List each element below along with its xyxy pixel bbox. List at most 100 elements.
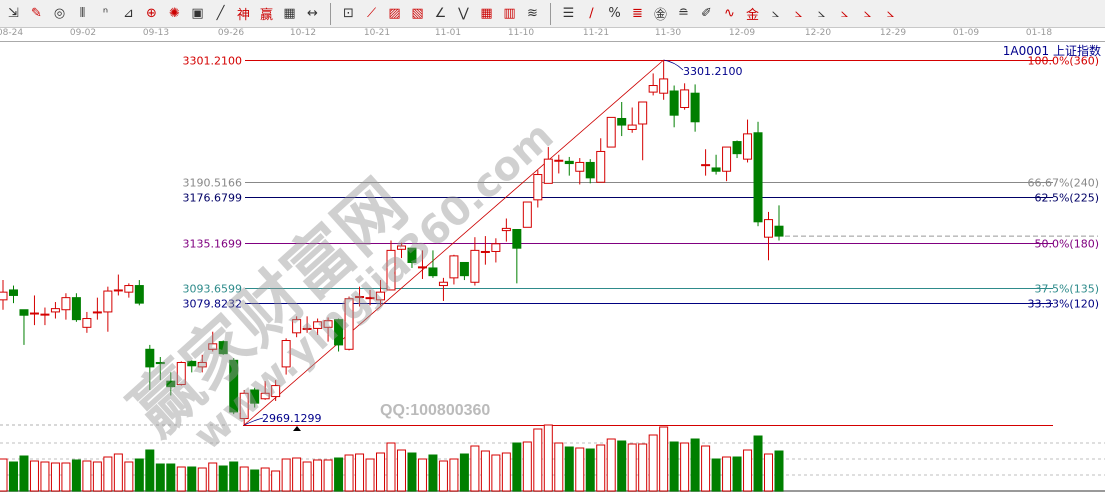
ruler-icon[interactable]: ☰: [562, 6, 575, 21]
range-measure-icon[interactable]: ↔: [307, 6, 318, 21]
gold-levels-icon[interactable]: ≘: [678, 6, 689, 21]
candle-down: [155, 361, 165, 365]
cursor-icon[interactable]: ⇲: [8, 6, 19, 21]
volume-bar: [501, 452, 511, 492]
speed-angle-icon[interactable]: ⊿: [123, 6, 134, 21]
volume-bar: [753, 435, 763, 492]
grid-box-icon[interactable]: ▥: [503, 6, 516, 21]
win-fan-icon[interactable]: ⦣: [863, 6, 872, 21]
gann-box-icon[interactable]: ▨: [388, 6, 401, 21]
volume-bar: [585, 448, 595, 492]
trend-line: [243, 59, 664, 426]
volume-bar: [690, 438, 700, 492]
drawing-toolbar: ⇲ ✎ ◎ ⫴ ⁿ ⊿ ⊕ ✺ ▣ ╱ 神赢 ▦ ↔ ⊡ ⟋ ▨ ▧ ∠ ⋁ ▦ ▥ ≋ ☰ ∕% ≣ ㊎ ≘ ✐ ∿ 金 ⦣ ⦣ ⦣ ⦣ ⦣ ⦣: [0, 0, 1105, 28]
candle-up: [260, 392, 270, 400]
candle-up: [302, 327, 312, 330]
volume-bar: [8, 461, 18, 492]
candle-up: [344, 298, 354, 350]
date-tick: 09-02: [69, 28, 97, 38]
volume-bar: [459, 453, 469, 492]
text-mark-icon[interactable]: 神: [236, 8, 250, 23]
volume-bar: [250, 469, 260, 492]
volume-bar: [543, 424, 553, 492]
volume-bar: [564, 446, 574, 492]
grid-red-icon[interactable]: ▦: [480, 6, 493, 21]
date-tick: 09-13: [142, 28, 170, 38]
fib-price-label: 3093.6599: [183, 283, 243, 296]
parallel-lines-icon[interactable]: ⫴: [79, 6, 86, 21]
volume-bar: [533, 428, 543, 492]
volume-bar: [134, 458, 144, 492]
volume-bar: [512, 442, 522, 492]
date-tick: 01-09: [952, 28, 980, 38]
cycle-icon[interactable]: ◎: [53, 6, 66, 21]
zigzag-icon[interactable]: ⋁: [458, 6, 469, 21]
candle-up: [0, 291, 8, 301]
wave-icon[interactable]: ∿: [724, 6, 735, 21]
volume-bar: [355, 453, 365, 492]
volume-bar: [648, 434, 658, 492]
volume-bar: [92, 461, 102, 492]
channel-icon[interactable]: ≋: [527, 6, 538, 21]
candle-up: [501, 227, 511, 232]
volume-bar: [554, 442, 564, 492]
square-grid-icon[interactable]: ▣: [191, 6, 204, 21]
candle-up: [680, 89, 690, 108]
candle-up: [61, 297, 71, 311]
candle-down: [690, 92, 700, 123]
gold-fan-icon[interactable]: ⦣: [817, 6, 826, 21]
pen-draw-icon[interactable]: ✎: [31, 6, 42, 21]
candle-up: [396, 245, 406, 250]
candle-up: [239, 392, 249, 420]
toolbar-separator: [330, 2, 331, 25]
volume-bar: [701, 445, 711, 492]
angle-line-icon[interactable]: ∠: [434, 6, 447, 21]
fib-percent-label: 66.67%(240): [1027, 177, 1099, 190]
j-fan-icon[interactable]: ⦣: [771, 6, 780, 21]
candle-up: [365, 297, 375, 300]
volume-bar: [313, 459, 323, 492]
volume-bar: [449, 458, 459, 492]
percent-levels-icon[interactable]: ≣: [632, 6, 643, 21]
volume-bar: [722, 456, 732, 492]
date-tick: 11-21: [582, 28, 610, 38]
date-tick: 12-29: [879, 28, 907, 38]
candle-up: [596, 150, 606, 183]
candle-up: [29, 312, 39, 315]
percent-icon[interactable]: %: [608, 6, 621, 21]
fib-percent-label: 33.33%(120): [1027, 298, 1099, 311]
volume-bar: [260, 467, 270, 492]
f-fan-icon[interactable]: ⦣: [794, 6, 803, 21]
percent-line-icon[interactable]: ∕: [589, 6, 594, 21]
shen-fan-icon[interactable]: ⦣: [840, 6, 849, 21]
volume-bar: [281, 458, 291, 492]
spiral-icon[interactable]: ✺: [169, 6, 180, 21]
volume-bar: [124, 461, 134, 492]
date-axis: 08-24 09-02 09-13 09-26 10-12 10-21 11-01 11-10…: [0, 28, 1105, 42]
volume-bar: [155, 463, 165, 492]
candle-down: [774, 225, 784, 237]
fib-percent-label: 100.0%(360): [1027, 55, 1099, 68]
fan-lines-icon[interactable]: ⟋: [366, 6, 377, 21]
gold-circle-icon[interactable]: ㊎: [653, 8, 667, 23]
number-grid-icon[interactable]: ▦: [283, 6, 296, 21]
pencil-icon[interactable]: ✐: [701, 6, 712, 21]
win-mark-icon[interactable]: 赢: [259, 8, 273, 23]
volume-bar: [669, 441, 679, 492]
date-tick: 12-09: [728, 28, 756, 38]
wave-mark-icon[interactable]: ╱: [216, 6, 225, 21]
candle-down: [428, 267, 438, 277]
fibonacci-n-icon[interactable]: ⁿ: [102, 6, 109, 21]
candle-down: [145, 348, 155, 368]
volume-bar: [680, 442, 690, 492]
candle-up: [50, 308, 60, 313]
gann-fan-icon[interactable]: ▧: [411, 6, 424, 21]
watermark-qq: QQ:100800360: [380, 402, 491, 419]
target-icon[interactable]: ⊕: [146, 6, 157, 21]
box-icon[interactable]: ⊡: [343, 6, 354, 21]
candle-up: [470, 249, 480, 283]
four-fan-icon[interactable]: ⦣: [886, 6, 895, 21]
gold-icon[interactable]: 金: [745, 8, 759, 23]
marker-triangle-icon: [293, 426, 301, 431]
